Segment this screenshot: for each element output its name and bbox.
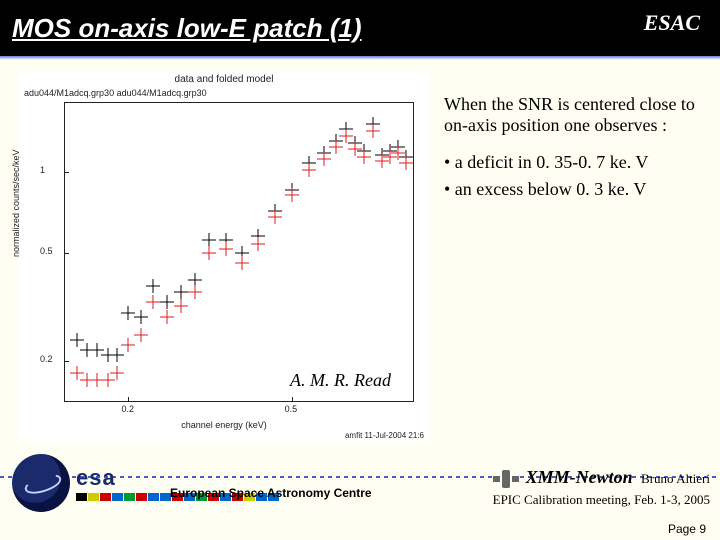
flag-icon — [148, 493, 159, 501]
chart-attribution: A. M. R. Read — [290, 370, 391, 391]
satellite-icon — [491, 466, 521, 492]
data-point — [134, 328, 148, 342]
data-point — [366, 124, 380, 138]
x-tick: 0.2 — [121, 404, 134, 414]
side-text: When the SNR is centered close to on-axi… — [444, 94, 710, 206]
y-tick: 0.5 — [40, 246, 53, 256]
data-point — [174, 299, 188, 313]
esac-label: ESAC — [644, 10, 700, 36]
side-intro: When the SNR is centered close to on-axi… — [444, 94, 710, 136]
meeting: EPIC Calibration meeting, Feb. 1-3, 2005 — [491, 492, 710, 508]
data-point — [268, 210, 282, 224]
flag-icon — [136, 493, 147, 501]
data-point — [251, 237, 265, 251]
plot-box — [64, 102, 414, 402]
flag-icon — [100, 493, 111, 501]
flag-icon — [88, 493, 99, 501]
observation-item: • an excess below 0. 3 ke. V — [444, 179, 710, 200]
data-point — [219, 242, 233, 256]
esa-logo-icon — [12, 454, 70, 512]
observation-item: • a deficit in 0. 35-0. 7 ke. V — [444, 152, 710, 173]
title-bar: MOS on-axis low-E patch (1) ESAC — [0, 0, 720, 56]
data-point — [110, 366, 124, 380]
data-point — [235, 256, 249, 270]
data-point — [188, 285, 202, 299]
slide-title: MOS on-axis low-E patch (1) — [0, 13, 362, 44]
y-axis-label: normalized counts/sec/keV — [11, 149, 21, 257]
centre-name: European Space Astronomy Centre — [170, 486, 372, 500]
page-number: Page 9 — [668, 522, 706, 536]
footer: esa European Space Astronomy Centre XMM-… — [0, 476, 720, 540]
x-tick: 0.5 — [285, 404, 298, 414]
chart-title: data and folded model — [18, 74, 430, 85]
data-point — [285, 188, 299, 202]
data-point — [317, 152, 331, 166]
flag-icon — [124, 493, 135, 501]
data-point — [146, 279, 160, 293]
author: Bruno Altieri — [641, 471, 710, 486]
data-point — [160, 295, 174, 309]
data-point — [357, 150, 371, 164]
data-point — [399, 156, 413, 170]
flag-icon — [112, 493, 123, 501]
flag-icon — [76, 493, 87, 501]
esa-block: esa — [12, 454, 279, 512]
chart-subtitle: adu044/M1adcq.grp30 adu044/M1adcq.grp30 — [24, 88, 207, 98]
data-point — [160, 310, 174, 324]
x-axis-label: channel energy (keV) — [18, 420, 430, 430]
xmm-block: XMM-Newton Bruno Altieri EPIC Calibratio… — [491, 466, 710, 508]
data-point — [134, 310, 148, 324]
data-point — [146, 295, 160, 309]
chart-credit: amfit 11-Jul-2004 21:6 — [345, 431, 424, 440]
y-tick: 1 — [40, 165, 45, 175]
data-point — [202, 233, 216, 247]
data-point — [202, 246, 216, 260]
y-tick: 0.2 — [40, 354, 53, 364]
data-point — [174, 285, 188, 299]
data-point — [302, 163, 316, 177]
xmm-title: XMM-Newton — [526, 467, 633, 488]
observations: • a deficit in 0. 35-0. 7 ke. V • an exce… — [444, 152, 710, 200]
